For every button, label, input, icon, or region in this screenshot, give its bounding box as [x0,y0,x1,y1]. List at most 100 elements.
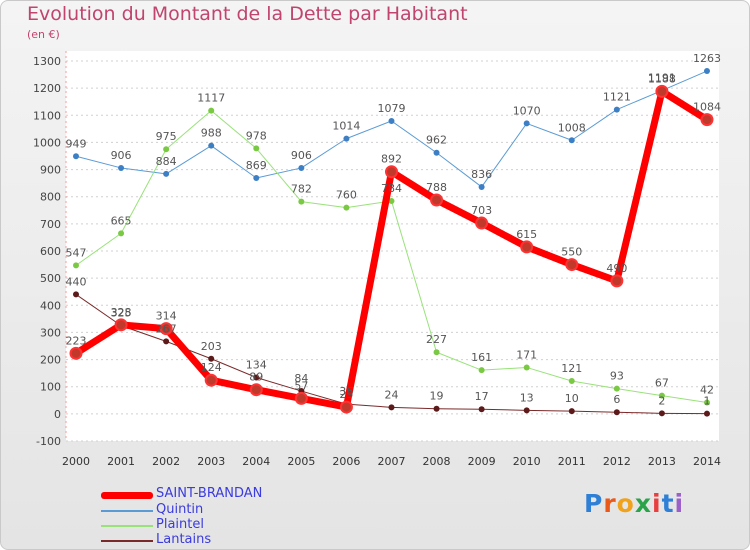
data-label-lantains: 36 [339,385,353,398]
data-point-plaintel [658,392,665,399]
data-label-plaintel: 665 [111,214,132,227]
data-label-quintin: 1263 [693,52,721,65]
data-point-saint-brandan [249,383,263,397]
data-point-quintin [298,164,305,171]
data-label-lantains: 19 [430,390,444,403]
data-point-plaintel [343,204,350,211]
data-label-plaintel: 547 [66,246,87,259]
data-label-lantains: 1 [703,395,710,408]
data-point-saint-brandan [384,165,398,179]
data-label-lantains: 440 [66,275,87,288]
data-label-lantains: 17 [475,390,489,403]
data-label-plaintel: 978 [246,129,267,142]
x-tick-label: 2006 [332,455,360,468]
data-point-plaintel [523,364,530,371]
data-label-plaintel: 784 [381,182,402,195]
legend-label-quintin: Quintin [156,502,204,517]
x-tick-label: 2000 [62,455,90,468]
logo-letter: i [652,489,662,518]
proxiti-logo: Proxiti [584,489,684,518]
logo-letter: t [661,489,675,518]
y-tick-label: 400 [40,299,61,312]
data-point-quintin [433,149,440,156]
logo-letter: P [584,489,604,518]
y-tick-label: 1000 [33,136,61,149]
x-tick-label: 2011 [558,455,586,468]
y-tick-label: 600 [40,245,61,258]
data-point-plaintel [703,399,710,406]
data-label-quintin: 1014 [332,120,360,133]
data-label-lantains: 24 [384,388,398,401]
data-label-quintin: 1070 [513,104,541,117]
data-label-saint-brandan: 490 [606,262,627,275]
data-label-saint-brandan: 788 [426,181,447,194]
data-point-plaintel [118,230,125,237]
legend-label-lantains: Lantains [156,532,212,547]
x-tick-label: 2012 [603,455,631,468]
data-point-saint-brandan [475,216,489,230]
x-tick-label: 2004 [242,455,270,468]
data-label-saint-brandan: 1188 [648,72,676,85]
data-label-quintin: 869 [246,159,267,172]
data-point-saint-brandan [430,193,444,207]
data-label-plaintel: 975 [156,130,177,143]
data-label-plaintel: 161 [471,351,492,364]
data-point-saint-brandan [339,400,353,414]
data-point-saint-brandan [565,258,579,272]
legend-swatch-saint-brandan [101,492,153,499]
data-label-quintin: 906 [111,149,132,162]
logo-letter: i [674,489,685,518]
data-point-quintin [118,164,125,171]
data-label-lantains: 203 [201,340,222,353]
y-tick-label: 1100 [33,109,61,122]
data-point-quintin [208,142,215,149]
logo-letter: o [616,489,635,518]
data-point-plaintel [568,378,575,385]
data-label-saint-brandan: 124 [201,361,222,374]
data-point-lantains [208,355,215,362]
data-point-saint-brandan [69,346,83,360]
data-point-saint-brandan [655,84,669,98]
data-label-plaintel: 121 [561,362,582,375]
x-tick-label: 2003 [197,455,225,468]
y-tick-label: 800 [40,191,61,204]
data-label-lantains: 325 [111,307,132,320]
data-point-quintin [613,106,620,113]
legend-swatch-lantains [101,540,153,542]
data-label-quintin: 962 [426,134,447,147]
data-point-lantains [388,404,395,411]
data-label-plaintel: 67 [655,377,669,390]
data-label-plaintel: 171 [516,348,537,361]
legend-swatch-plaintel [101,525,153,527]
data-point-plaintel [253,145,260,152]
data-label-saint-brandan: 328 [111,306,132,319]
data-label-plaintel: 93 [610,370,624,383]
data-point-lantains [523,407,530,414]
chart-title: Evolution du Montant de la Dette par Hab… [27,3,468,25]
data-label-quintin: 1079 [377,102,405,115]
y-tick-label: 300 [40,326,61,339]
legend-label-plaintel: Plaintel [156,517,204,532]
data-point-plaintel [478,367,485,374]
data-point-saint-brandan [700,113,714,127]
data-label-plaintel: 1117 [197,92,225,105]
data-label-plaintel: 42 [700,383,714,396]
x-tick-label: 2001 [107,455,135,468]
data-point-saint-brandan [294,391,308,405]
data-label-quintin: 906 [291,149,312,162]
data-point-saint-brandan [610,274,624,288]
data-label-saint-brandan: 1084 [693,101,721,114]
data-point-lantains [73,291,79,298]
data-point-saint-brandan [204,373,218,387]
x-tick-label: 2009 [468,455,496,468]
data-label-plaintel: 227 [426,333,447,346]
data-point-plaintel [73,262,79,269]
y-tick-label: 100 [40,381,61,394]
data-label-quintin: 836 [471,168,492,181]
x-tick-label: 2008 [423,455,451,468]
data-point-quintin [253,174,260,181]
data-label-saint-brandan: 25 [339,388,353,401]
data-point-quintin [388,117,395,124]
